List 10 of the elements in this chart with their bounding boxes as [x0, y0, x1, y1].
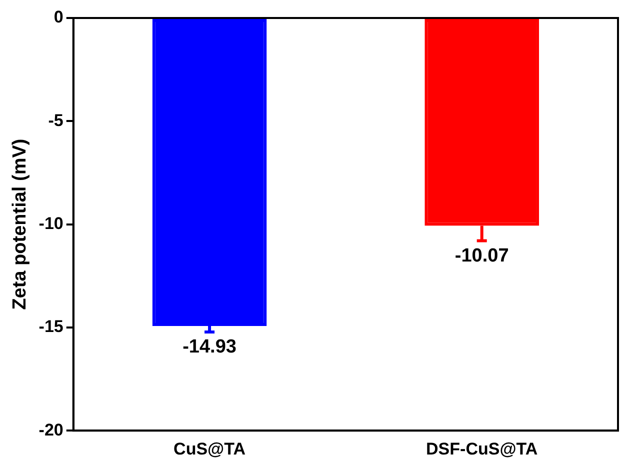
data-label: -14.93	[182, 336, 236, 358]
x-tick-label: CuS@TA	[174, 439, 246, 458]
y-tick-label: -5	[48, 110, 64, 130]
y-tick-label: -15	[38, 317, 64, 336]
y-axis-title: Zeta potential (mV)	[10, 138, 31, 310]
y-tick-label: -10	[38, 214, 64, 233]
x-tick-label: DSF-CuS@TA	[426, 439, 538, 458]
y-tick-label: -20	[38, 420, 64, 440]
data-label: -10.07	[454, 246, 509, 267]
y-tick-label: 0	[54, 8, 64, 27]
